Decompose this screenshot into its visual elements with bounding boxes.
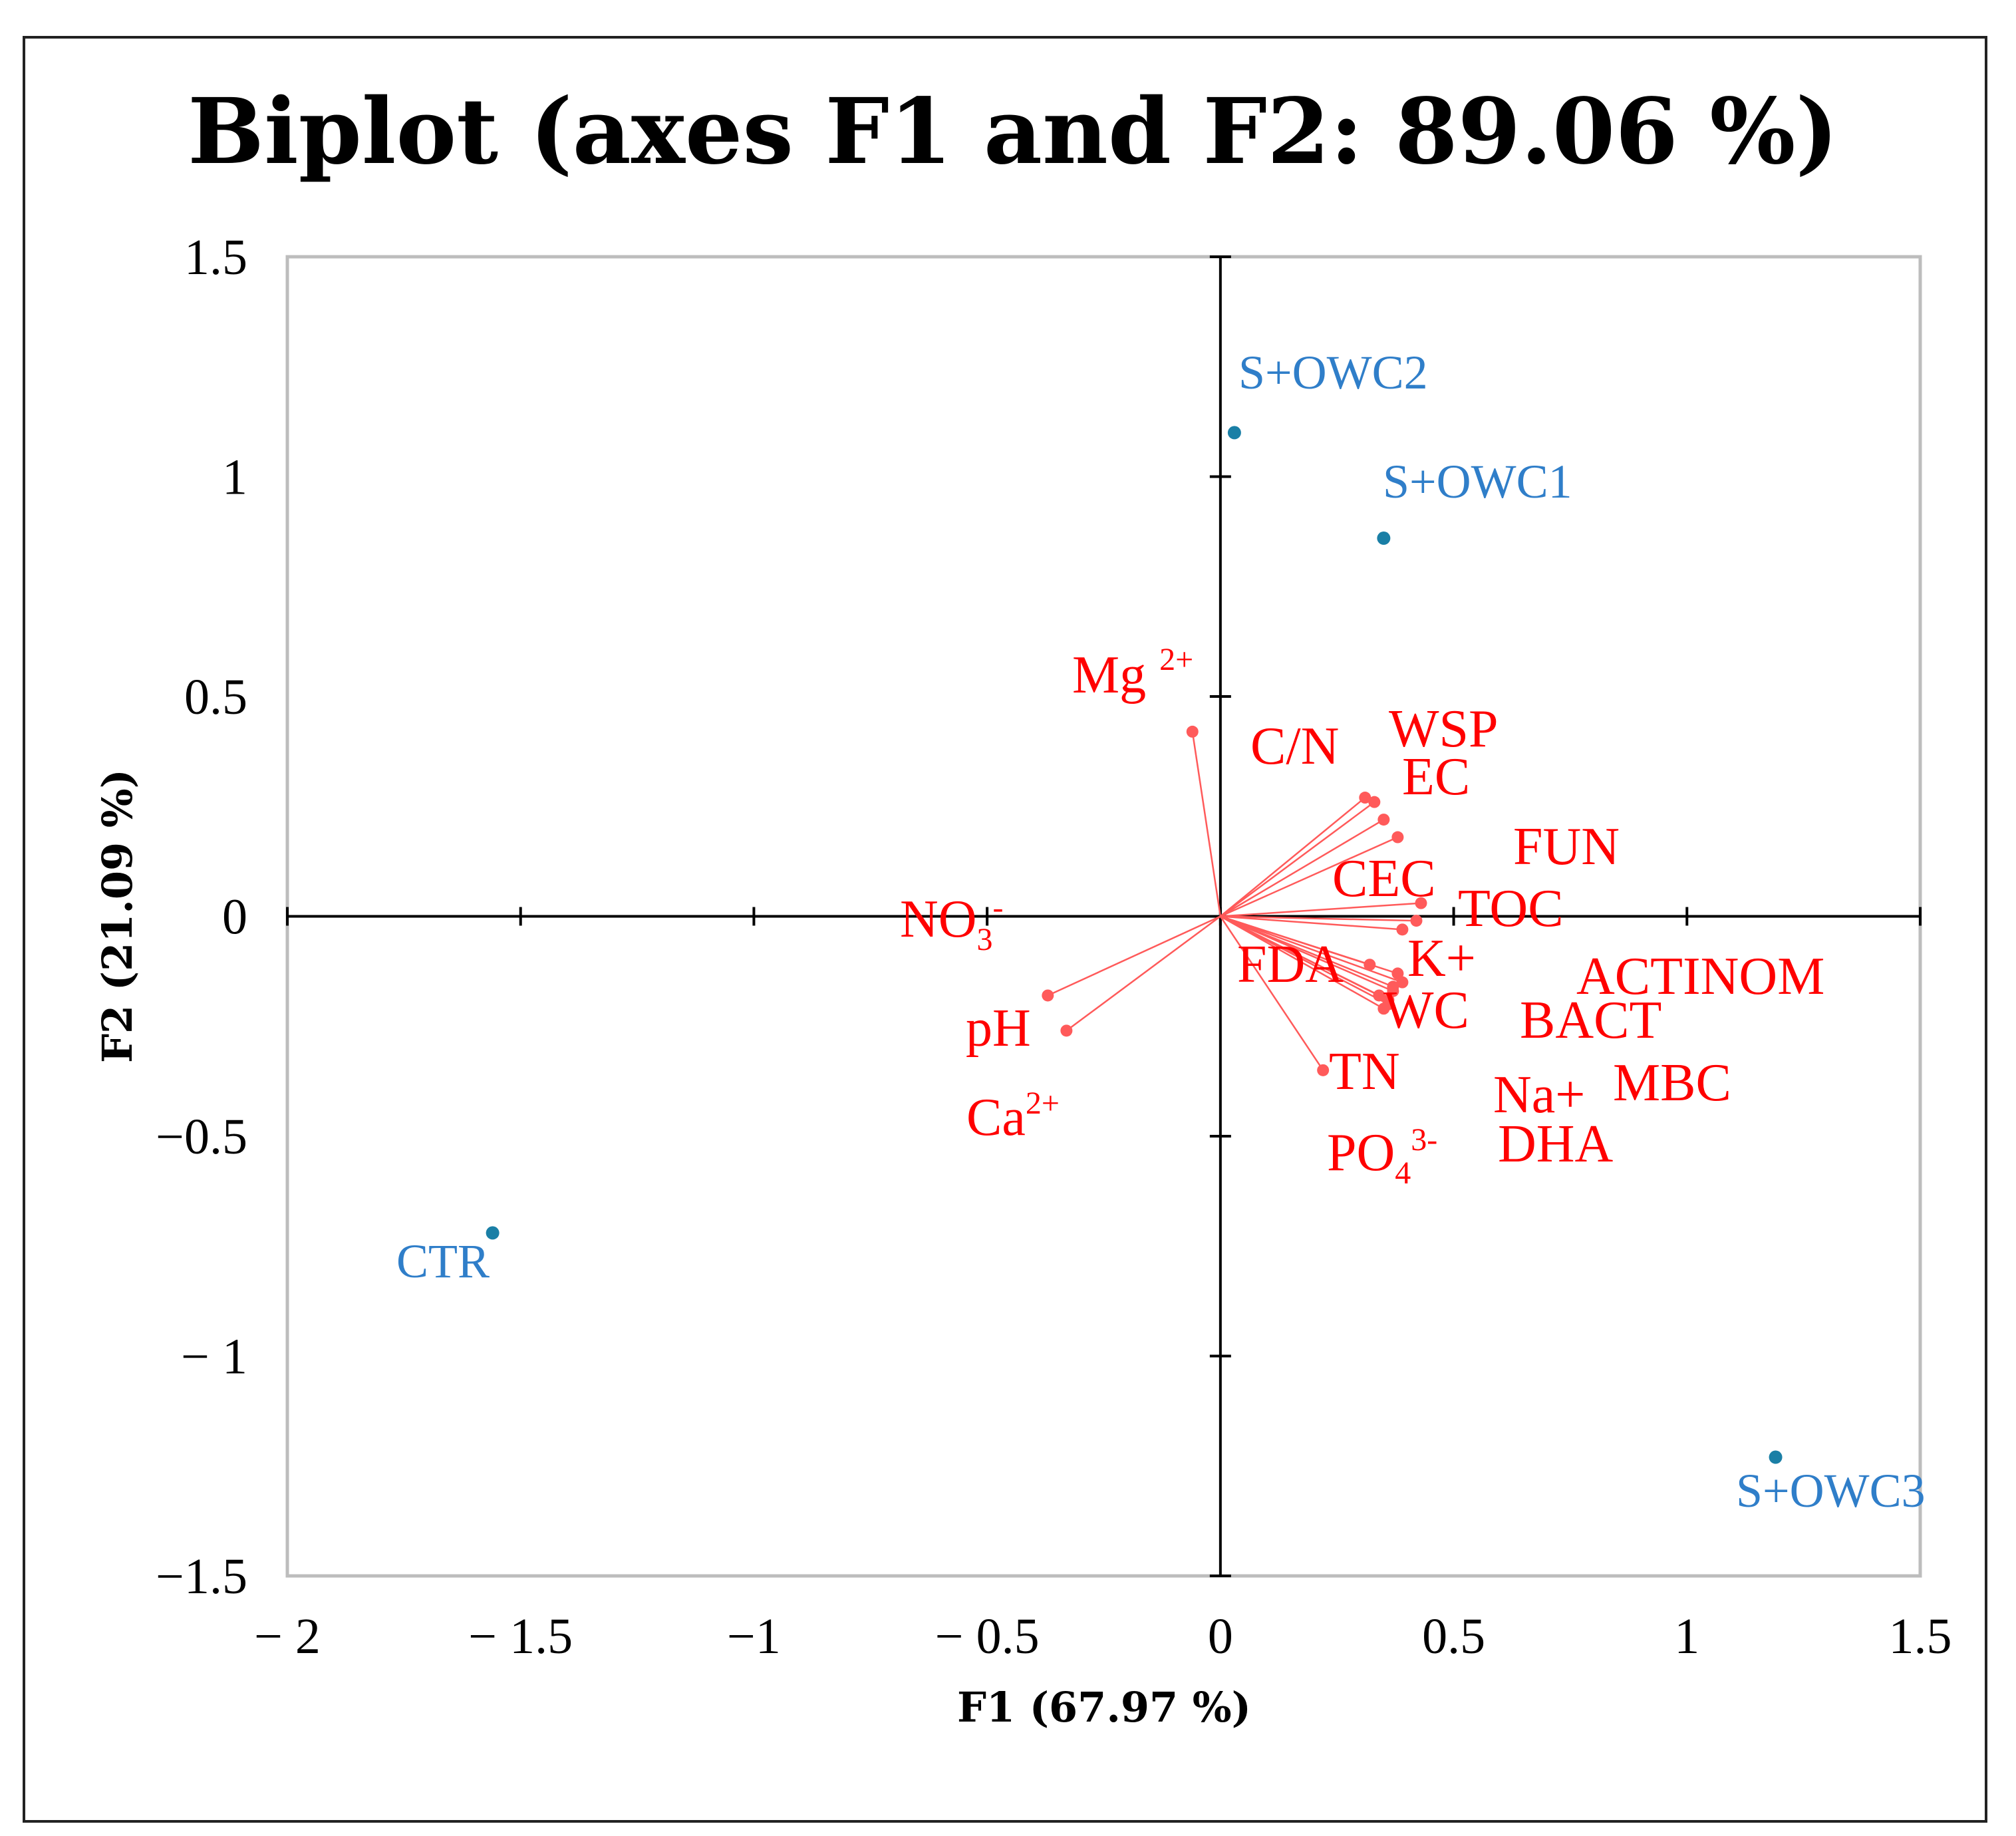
y-tick-label: −0.5 xyxy=(156,1109,247,1165)
var-label-cn: C/N xyxy=(1250,717,1339,776)
var-label-ph: pH xyxy=(966,999,1031,1058)
var-label-k: K+ xyxy=(1407,929,1476,988)
observation-points xyxy=(486,426,1783,1464)
vector-dha xyxy=(1220,915,1389,1005)
y-tick-label: 1.5 xyxy=(184,230,247,285)
var-point-ec xyxy=(1377,814,1390,826)
var-point-ph xyxy=(1042,989,1054,1002)
y-tick-label: −1.5 xyxy=(156,1549,247,1605)
var-label-fda: FDA xyxy=(1237,935,1344,994)
x-tick-label: 1.5 xyxy=(1889,1608,1952,1664)
observation-labels: S+OWC2 S+OWC1 CTR S+OWC3 xyxy=(396,346,1926,1517)
obs-point-s-owc2 xyxy=(1227,426,1241,440)
vector-mg xyxy=(1191,731,1222,917)
var-label-mbc: MBC xyxy=(1613,1054,1731,1112)
var-point-wsp xyxy=(1368,796,1381,808)
vector-ph xyxy=(1047,915,1221,996)
variable-points xyxy=(1042,725,1427,1076)
obs-point-s-owc3 xyxy=(1769,1450,1783,1464)
x-tick-label: 0.5 xyxy=(1422,1608,1485,1664)
obs-point-ctr xyxy=(486,1226,500,1240)
vector-tn xyxy=(1219,915,1324,1071)
var-label-toc: TOC xyxy=(1458,879,1564,938)
vector-ec xyxy=(1220,819,1384,917)
var-point-actinom xyxy=(1396,976,1409,989)
y-axis-title: F2 (21.09 %) xyxy=(93,769,142,1063)
x-tick-labels: − 2 − 1.5 −1 − 0.5 0 0.5 1 1.5 xyxy=(254,1608,1951,1664)
x-tick-label: −1 xyxy=(727,1608,781,1664)
var-label-dha: DHA xyxy=(1498,1115,1614,1173)
vector-fun xyxy=(1220,836,1398,917)
obs-label-s-owc1: S+OWC1 xyxy=(1383,455,1572,508)
vector-toc xyxy=(1220,915,1417,922)
var-point-cec xyxy=(1415,897,1427,909)
vector-po xyxy=(1220,915,1393,988)
var-label-fun: FUN xyxy=(1513,818,1620,876)
y-tick-label: 0.5 xyxy=(184,669,247,725)
x-tick-label: − 0.5 xyxy=(935,1608,1040,1664)
var-point-toc xyxy=(1410,915,1423,927)
y-tick-label: 0 xyxy=(222,889,247,945)
x-tick-label: 0 xyxy=(1208,1608,1233,1664)
var-point-fda xyxy=(1364,959,1376,971)
var-point-mbc xyxy=(1373,989,1385,1002)
vector-no xyxy=(1220,915,1403,931)
var-label-na: Na+ xyxy=(1493,1066,1585,1124)
var-label-bact: BACT xyxy=(1520,991,1661,1050)
obs-point-s-owc1 xyxy=(1377,532,1391,545)
obs-label-s-owc3: S+OWC3 xyxy=(1736,1464,1926,1517)
vector-actinom xyxy=(1220,915,1403,983)
var-point-mg xyxy=(1186,725,1199,738)
var-label-mg: Mg 2+ xyxy=(1072,642,1193,704)
x-axis-title: F1 (67.97 %) xyxy=(957,1683,1251,1732)
var-point-ca xyxy=(1060,1024,1073,1037)
var-label-tn: TN xyxy=(1329,1042,1400,1101)
vector-cn xyxy=(1220,797,1366,917)
variable-labels: Mg 2+ C/N WSP EC FUN CEC TOC NO3- FDA K+… xyxy=(900,642,1824,1191)
var-point-cn xyxy=(1359,792,1371,804)
y-tick-label: 1 xyxy=(222,450,247,506)
var-point-k xyxy=(1391,967,1404,980)
variable-vectors xyxy=(1047,731,1421,1071)
var-point-po xyxy=(1387,981,1399,993)
vector-ca xyxy=(1066,915,1221,1032)
var-point-fun xyxy=(1391,831,1404,843)
var-point-dha xyxy=(1382,998,1395,1010)
y-tick-labels: 1.5 1 0.5 0 −0.5 − 1 −1.5 xyxy=(156,230,247,1605)
x-tick-label: − 2 xyxy=(254,1608,321,1664)
obs-label-s-owc2: S+OWC2 xyxy=(1238,346,1428,399)
var-label-actinom: ACTINOM xyxy=(1576,947,1824,1006)
var-label-po4: PO43- xyxy=(1327,1122,1437,1191)
vector-cec xyxy=(1220,902,1421,917)
obs-label-ctr: CTR xyxy=(396,1235,490,1288)
figure-frame xyxy=(23,36,1987,1823)
axis-ticks xyxy=(286,255,1922,1577)
vector-na xyxy=(1220,915,1384,1010)
var-label-wc: WC xyxy=(1383,981,1469,1040)
vector-wsp xyxy=(1220,801,1375,917)
x-tick-label: 1 xyxy=(1674,1608,1699,1664)
var-label-cec: CEC xyxy=(1332,849,1436,908)
chart-title: Biplot (axes F1 and F2: 89.06 %) xyxy=(188,78,1838,185)
var-label-ec: EC xyxy=(1402,748,1470,806)
y-tick-label: − 1 xyxy=(181,1329,247,1385)
var-label-wsp: WSP xyxy=(1389,700,1499,758)
var-label-no3: NO3- xyxy=(900,890,1004,957)
x-tick-label: − 1.5 xyxy=(468,1608,573,1664)
var-point-no xyxy=(1396,923,1409,936)
var-point-tn xyxy=(1317,1064,1330,1076)
var-label-ca: Ca2+ xyxy=(966,1086,1060,1147)
